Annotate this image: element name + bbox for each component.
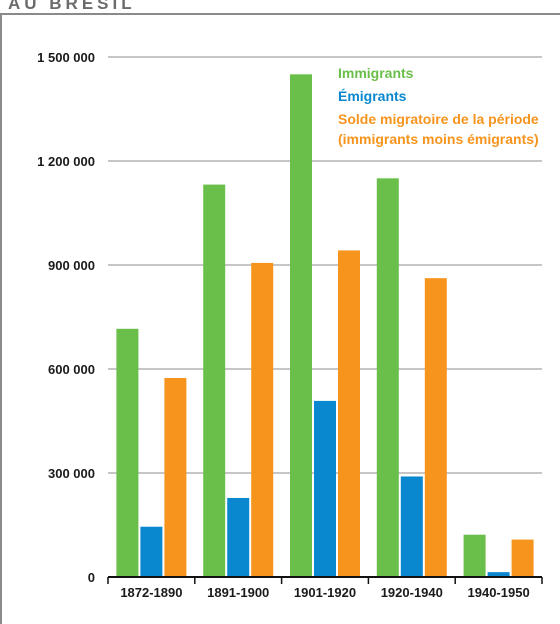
bar-immigrants	[376, 178, 399, 578]
bars	[116, 74, 534, 578]
x-axis-tick-labels: 1872-1890 1891-1900 1901-1920 1920-1940 1940…	[120, 585, 529, 600]
bar-immigrants	[290, 74, 312, 577]
bar-solde	[511, 539, 534, 577]
bar-solde	[338, 250, 360, 577]
y-tick-label: 300 000	[48, 466, 95, 481]
legend-entry: (immigrants moins émigrants)	[338, 131, 539, 147]
bar-solde	[424, 278, 447, 577]
x-tick-label: 1920-1940	[381, 585, 443, 600]
legend-entry: Solde migratoire de la période	[338, 111, 539, 127]
bar-immigrants	[116, 328, 139, 577]
y-tick-label: 1 200 000	[37, 154, 95, 169]
bar-emigrants	[314, 400, 336, 577]
bar-emigrants	[487, 572, 510, 577]
chart-title: AU BRÉSIL	[8, 0, 136, 13]
legend-entry: Immigrants	[338, 65, 414, 81]
x-tick-label: 1891-1900	[207, 585, 269, 600]
bar-emigrants	[140, 526, 163, 577]
legend-entry: Émigrants	[338, 88, 407, 104]
y-tick-label: 1 500 000	[37, 50, 95, 65]
bar-solde	[251, 262, 274, 577]
bar-immigrants	[203, 184, 226, 577]
legend: Immigrants Émigrants Solde migratoire de l…	[338, 65, 539, 147]
bar-solde	[164, 378, 187, 577]
y-tick-label: 0	[88, 570, 95, 585]
x-axis	[107, 576, 543, 584]
y-tick-label: 900 000	[48, 258, 95, 273]
y-tick-label: 600 000	[48, 362, 95, 377]
y-axis-tick-labels: 0 300 000 600 000 900 000 1 200 000 1 500 000	[37, 50, 95, 585]
x-tick-label: 1872-1890	[120, 585, 182, 600]
bar-emigrants	[227, 497, 250, 577]
x-tick-label: 1901-1920	[294, 585, 356, 600]
bar-immigrants	[463, 534, 486, 577]
x-tick-label: 1940-1950	[468, 585, 530, 600]
chart-frame	[0, 13, 560, 624]
bar-emigrants	[400, 476, 423, 577]
